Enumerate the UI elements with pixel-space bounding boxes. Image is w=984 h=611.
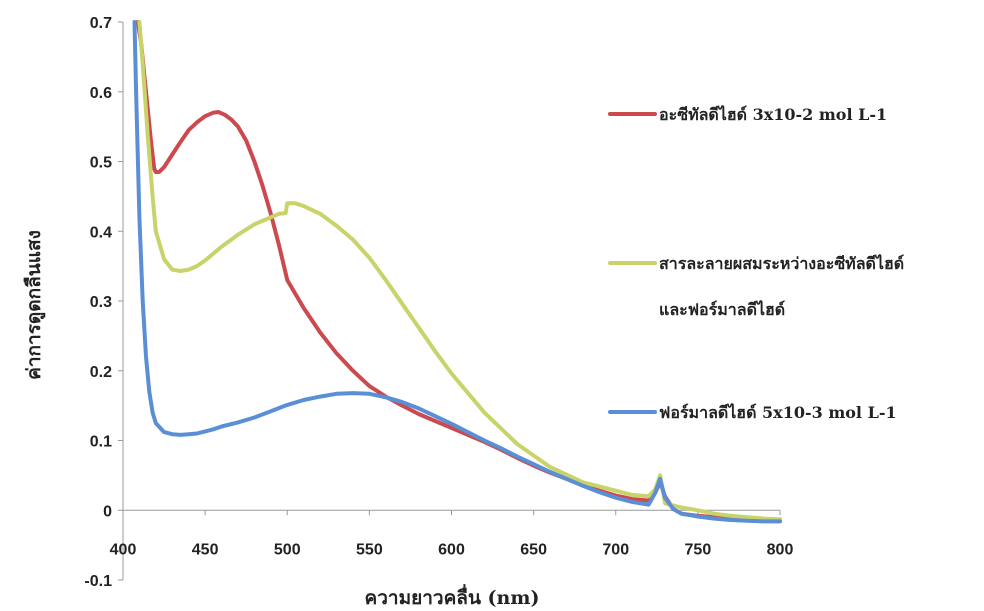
legend-label: ฟอร์มาลดีไฮด์ 5x10-3 mol L-1 (659, 403, 897, 422)
y-axis-title: ค่าการดูดกลืนแสง (23, 230, 46, 380)
x-tick-label: 450 (192, 541, 219, 558)
x-tick-label: 800 (767, 541, 794, 558)
y-tick-label: 0.7 (90, 15, 112, 32)
y-tick-label: 0.2 (90, 364, 112, 381)
x-tick-label: 400 (110, 541, 137, 558)
x-tick-label: 750 (685, 541, 712, 558)
legend-label: อะซีทัลดีไฮด์ 3x10-2 mol L-1 (659, 105, 887, 124)
legend-label: และฟอร์มาลดีไฮด์ (659, 300, 785, 319)
y-tick-label: 0.4 (90, 224, 112, 241)
y-tick-label: 0.3 (90, 294, 112, 311)
x-tick-label: 550 (356, 541, 383, 558)
legend-entry-acetaldehyde: อะซีทัลดีไฮด์ 3x10-2 mol L-1 (608, 105, 887, 124)
legend-entry-mixture: สารละลายผสมระหว่างอะซีทัลดีไฮด์และฟอร์มา… (608, 254, 904, 319)
x-axis-title: ความยาวคลื่น (nm) (365, 584, 540, 609)
x-tick-label: 500 (274, 541, 301, 558)
series-layer (132, 20, 782, 524)
y-tick-label: 0.1 (90, 434, 112, 451)
legend-entry-formaldehyde: ฟอร์มาลดีไฮด์ 5x10-3 mol L-1 (608, 403, 897, 422)
x-tick-label: 650 (520, 541, 547, 558)
legend: อะซีทัลดีไฮด์ 3x10-2 mol L-1 สารละลายผสมร… (608, 105, 904, 422)
x-tick-label: 700 (602, 541, 629, 558)
y-tick-label: 0 (103, 503, 112, 520)
axes: 0.7 0.6 0.5 0.4 0.3 0.2 0.1 0 -0.1 400 450 500 550 60… (84, 15, 793, 590)
y-tick-label: -0.1 (84, 573, 112, 590)
y-tick-label: 0.5 (90, 155, 112, 172)
y-tick-label: 0.6 (90, 85, 112, 102)
formaldehyde-series-line (132, 20, 782, 524)
legend-label: สารละลายผสมระหว่างอะซีทัลดีไฮด์ (659, 254, 904, 273)
x-tick-label: 600 (438, 541, 465, 558)
